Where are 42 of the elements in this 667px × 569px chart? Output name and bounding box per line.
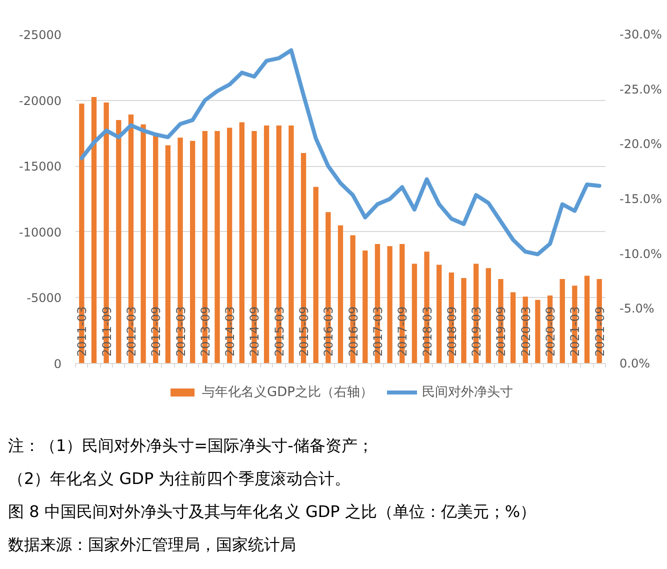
x-tick-label: 2019-03	[470, 306, 484, 356]
y-tick-label: -20000	[18, 94, 62, 108]
x-tick-label: 2016-03	[322, 306, 336, 356]
y-tick-label: -10000	[18, 225, 62, 240]
x-tick-label: 2021-03	[568, 306, 582, 356]
line-series	[80, 48, 602, 256]
legend-label: 与年化名义GDP之比（右轴）	[202, 384, 373, 401]
x-tick-label: 2011-09	[100, 306, 114, 356]
x-tick-label: 2021-09	[592, 306, 607, 356]
x-tick-label: 2020-09	[544, 306, 558, 356]
y2-tick-label: -20.0%	[620, 137, 662, 152]
y2-tick-label: -15.0%	[620, 192, 662, 206]
y2-tick-label: -30.0%	[620, 28, 662, 42]
x-tick-label: 2018-03	[420, 306, 434, 356]
x-tick-label: 2015-09	[297, 306, 312, 356]
y2-tick-label: 0.0%	[620, 356, 650, 370]
x-tick-label: 2017-09	[396, 306, 410, 356]
x-tick-label: 2012-03	[124, 306, 138, 356]
y2-tick-label: -10.0%	[620, 246, 662, 261]
y-tick-label: 0	[54, 357, 62, 371]
x-tick-label: 2016-09	[346, 306, 360, 356]
x-tick-label: 2013-09	[198, 306, 212, 356]
x-tick-label: 2015-03	[272, 306, 286, 356]
source-note: 数据来源：国家外汇管理局，国家统计局	[8, 534, 297, 556]
text: （2）年化名义 GDP 为往前四个季度滚动合计。	[8, 468, 352, 490]
x-tick-label: 2012-09	[149, 306, 164, 356]
x-tick-label: 2017-03	[370, 306, 385, 356]
y-tick-label: -25000	[18, 28, 62, 42]
legend-label: 民间对外净头寸	[422, 384, 513, 401]
x-tick-label: 2011-03	[75, 306, 90, 356]
x-tick-label: 2013-03	[174, 306, 188, 356]
y-tick-label: -5000	[26, 291, 62, 306]
text: 注：（1）民间对外净头寸=国际净头寸-储备资产；	[8, 435, 374, 457]
x-tick-label: 2020-03	[518, 306, 533, 356]
y2-tick-label: -5.0%	[620, 302, 654, 316]
y2-tick-label: -25.0%	[620, 82, 662, 96]
x-tick-label: 2014-03	[223, 306, 238, 356]
x-tick-label: 2018-09	[444, 306, 459, 356]
caption: 图 8 中国民间对外净头寸及其与年化名义 GDP 之比（单位：亿美元；%）	[8, 501, 536, 523]
x-tick-label: 2019-09	[494, 306, 508, 356]
x-tick-label: 2014-09	[248, 306, 262, 356]
y-tick-label: -15000	[18, 160, 62, 174]
